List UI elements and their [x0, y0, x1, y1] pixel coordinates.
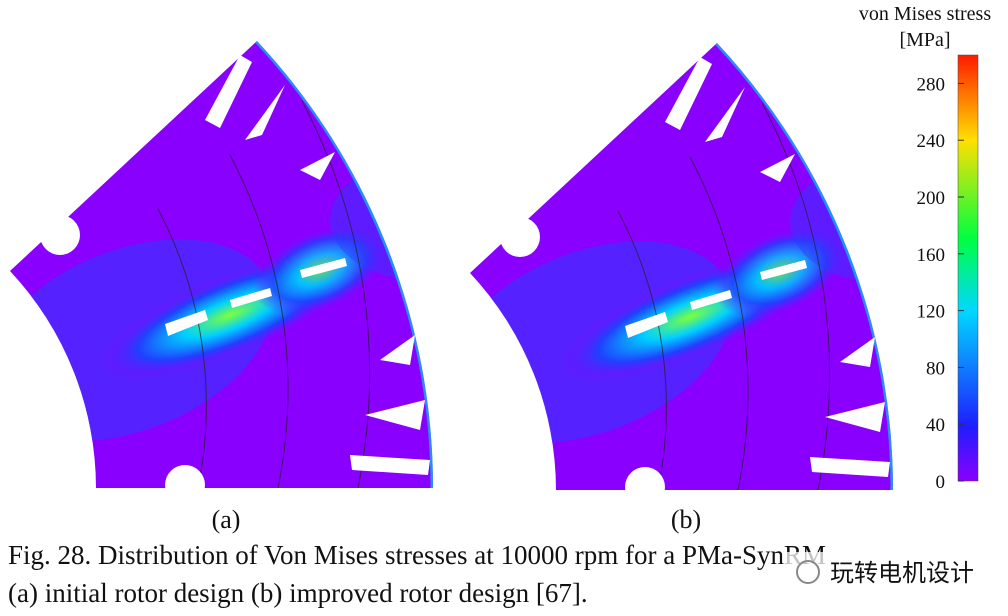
colorbar-tick-label: 0	[936, 472, 946, 493]
watermark-bg	[785, 552, 980, 592]
colorbar-tick-label: 120	[917, 302, 946, 323]
colorbar-tick-label: 40	[926, 415, 945, 436]
colorbar	[957, 54, 979, 482]
panel-label: (b)	[671, 505, 701, 534]
colorbar-tick-label: 240	[917, 131, 946, 152]
caption-line: (a) initial rotor design (b) improved ro…	[8, 578, 588, 608]
caption-line: Fig. 28. Distribution of Von Mises stres…	[8, 540, 826, 570]
colorbar-title: von Mises stress	[859, 3, 991, 25]
colorbar-tick-label: 80	[926, 358, 945, 379]
watermark: 玩转电机设计	[830, 559, 974, 587]
colorbar-unit: [MPa]	[899, 29, 950, 51]
colorbar-tick-label: 200	[917, 188, 946, 209]
colorbar-tick-label: 280	[917, 74, 946, 95]
rotor-b	[417, 43, 970, 507]
watermark-icon	[796, 560, 820, 584]
colorbar-tick-label: 160	[917, 245, 946, 266]
rotor-a	[0, 41, 510, 505]
panel-label: (a)	[212, 505, 241, 534]
